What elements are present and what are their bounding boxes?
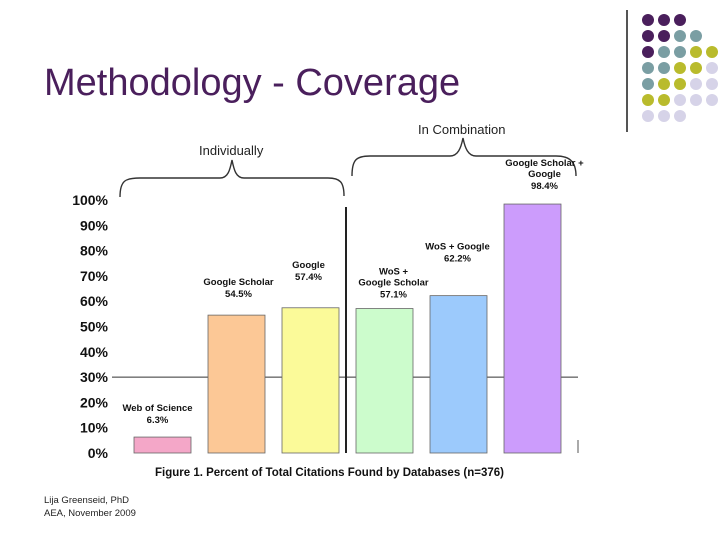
bar (133, 436, 192, 454)
decor-dot (706, 46, 718, 58)
decor-dot (690, 62, 702, 74)
decor-dot (690, 46, 702, 58)
decor-dot (642, 78, 654, 90)
decor-dot (658, 110, 670, 122)
bar (429, 295, 488, 454)
chart-caption: Figure 1. Percent of Total Citations Fou… (155, 467, 505, 479)
decor-dot (658, 78, 670, 90)
bar-category-label: Google Scholar (358, 278, 429, 289)
bar-value-label: 62.2% (444, 254, 471, 265)
y-tick-label: 60% (80, 293, 109, 309)
decor-dot (642, 30, 654, 42)
decor-dot (706, 62, 718, 74)
y-tick-label: 80% (80, 243, 109, 259)
y-tick-label: 100% (72, 192, 108, 208)
decor-dot (642, 94, 654, 106)
bar (355, 308, 414, 454)
y-tick-label: 0% (88, 445, 109, 461)
decor-dot (674, 30, 686, 42)
bar-category-label: Google (528, 169, 561, 180)
slide-footer: Lija Greenseid, PhD AEA, November 2009 (44, 494, 136, 520)
y-tick-label: 50% (80, 319, 109, 335)
y-tick-label: 90% (80, 217, 109, 233)
bar-category-label: Google Scholar (203, 277, 274, 288)
decor-dot (674, 14, 686, 26)
y-tick-label: 10% (80, 420, 109, 436)
slide-title: Methodology - Coverage (44, 62, 461, 104)
bar-category-label: Google Scholar + (505, 158, 584, 169)
brace-individual (119, 159, 345, 198)
footer-author: Lija Greenseid, PhD (44, 495, 130, 506)
bar (503, 203, 562, 454)
decor-dot (674, 78, 686, 90)
group-label-individual: Individually (199, 143, 264, 158)
bar-category-label: Google (292, 260, 325, 271)
decor-dot (658, 94, 670, 106)
decor-dot (658, 30, 670, 42)
decor-dot (642, 110, 654, 122)
decor-dot (690, 78, 702, 90)
bar-value-label: 98.4% (531, 181, 558, 192)
decor-dot (642, 46, 654, 58)
decor-dot (642, 14, 654, 26)
y-tick-label: 30% (80, 369, 109, 385)
title-divider-line (626, 10, 628, 132)
decor-dot (690, 30, 702, 42)
y-tick-label: 70% (80, 268, 109, 284)
decor-dot (674, 110, 686, 122)
decor-dot (674, 46, 686, 58)
bar-category-label: Web of Science (122, 403, 192, 414)
bar (207, 314, 266, 454)
decor-dot (658, 46, 670, 58)
decor-dot (706, 94, 718, 106)
bar-value-label: 54.5% (225, 289, 252, 300)
decor-dot (658, 62, 670, 74)
brace-combination (351, 137, 577, 177)
decor-dot (706, 78, 718, 90)
bar-value-label: 6.3% (147, 415, 169, 426)
footer-event: AEA, November 2009 (44, 508, 136, 519)
bar-category-label: WoS + (379, 267, 409, 278)
decor-dot (642, 62, 654, 74)
y-tick-label: 20% (80, 394, 109, 410)
decor-dot (690, 94, 702, 106)
group-label-combination: In Combination (418, 122, 506, 137)
decorative-dot-grid (642, 14, 718, 122)
bar-category-label: WoS + Google (425, 242, 489, 253)
bar-value-label: 57.4% (295, 272, 322, 283)
decor-dot (674, 94, 686, 106)
decor-dot (658, 14, 670, 26)
bar (281, 307, 340, 454)
y-tick-label: 40% (80, 344, 109, 360)
bar-value-label: 57.1% (380, 290, 407, 301)
decor-dot (674, 62, 686, 74)
